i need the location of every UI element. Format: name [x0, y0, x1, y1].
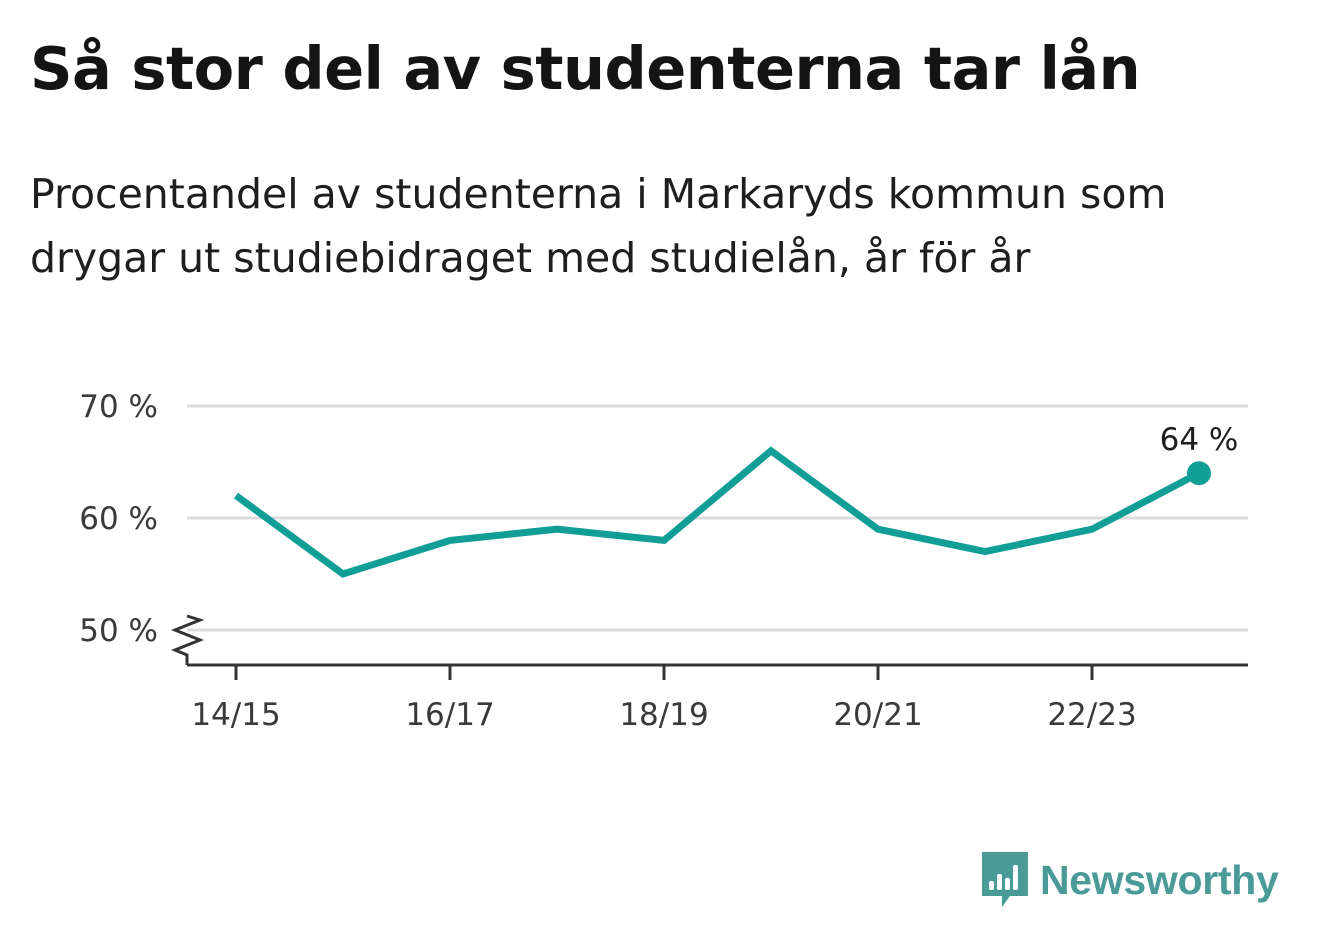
x-axis-labels: 14/15 16/17 18/19 20/21 22/23 — [191, 697, 1136, 733]
chart-title: Så stor del av studenterna tar lån — [30, 34, 1141, 103]
brand-name: Newsworthy — [1040, 856, 1279, 903]
bar-chart-speech-bubble-icon — [982, 852, 1028, 907]
series-group: 64 % — [233, 422, 1239, 578]
y-axis-labels: 50 % 60 % 70 % — [79, 389, 158, 649]
x-tick-label: 16/17 — [405, 697, 494, 733]
y-tick-label: 50 % — [79, 613, 158, 649]
y-tick-label: 60 % — [79, 501, 158, 537]
axis-break-icon — [170, 614, 205, 665]
gridlines — [187, 404, 1248, 632]
y-tick-label: 70 % — [79, 389, 158, 425]
end-value-label: 64 % — [1160, 422, 1239, 458]
x-tick-label: 18/19 — [619, 697, 708, 733]
end-point-marker — [1187, 461, 1211, 486]
brand-logo: Newsworthy — [980, 850, 1279, 910]
chart-subtitle: Procentandel av studenterna i Markaryds … — [30, 170, 1167, 282]
x-tick-label: 22/23 — [1047, 697, 1136, 733]
series-line — [233, 446, 1201, 578]
x-axis-ticks — [234, 665, 1094, 680]
x-tick-label: 20/21 — [833, 697, 922, 733]
x-tick-label: 14/15 — [191, 697, 280, 733]
